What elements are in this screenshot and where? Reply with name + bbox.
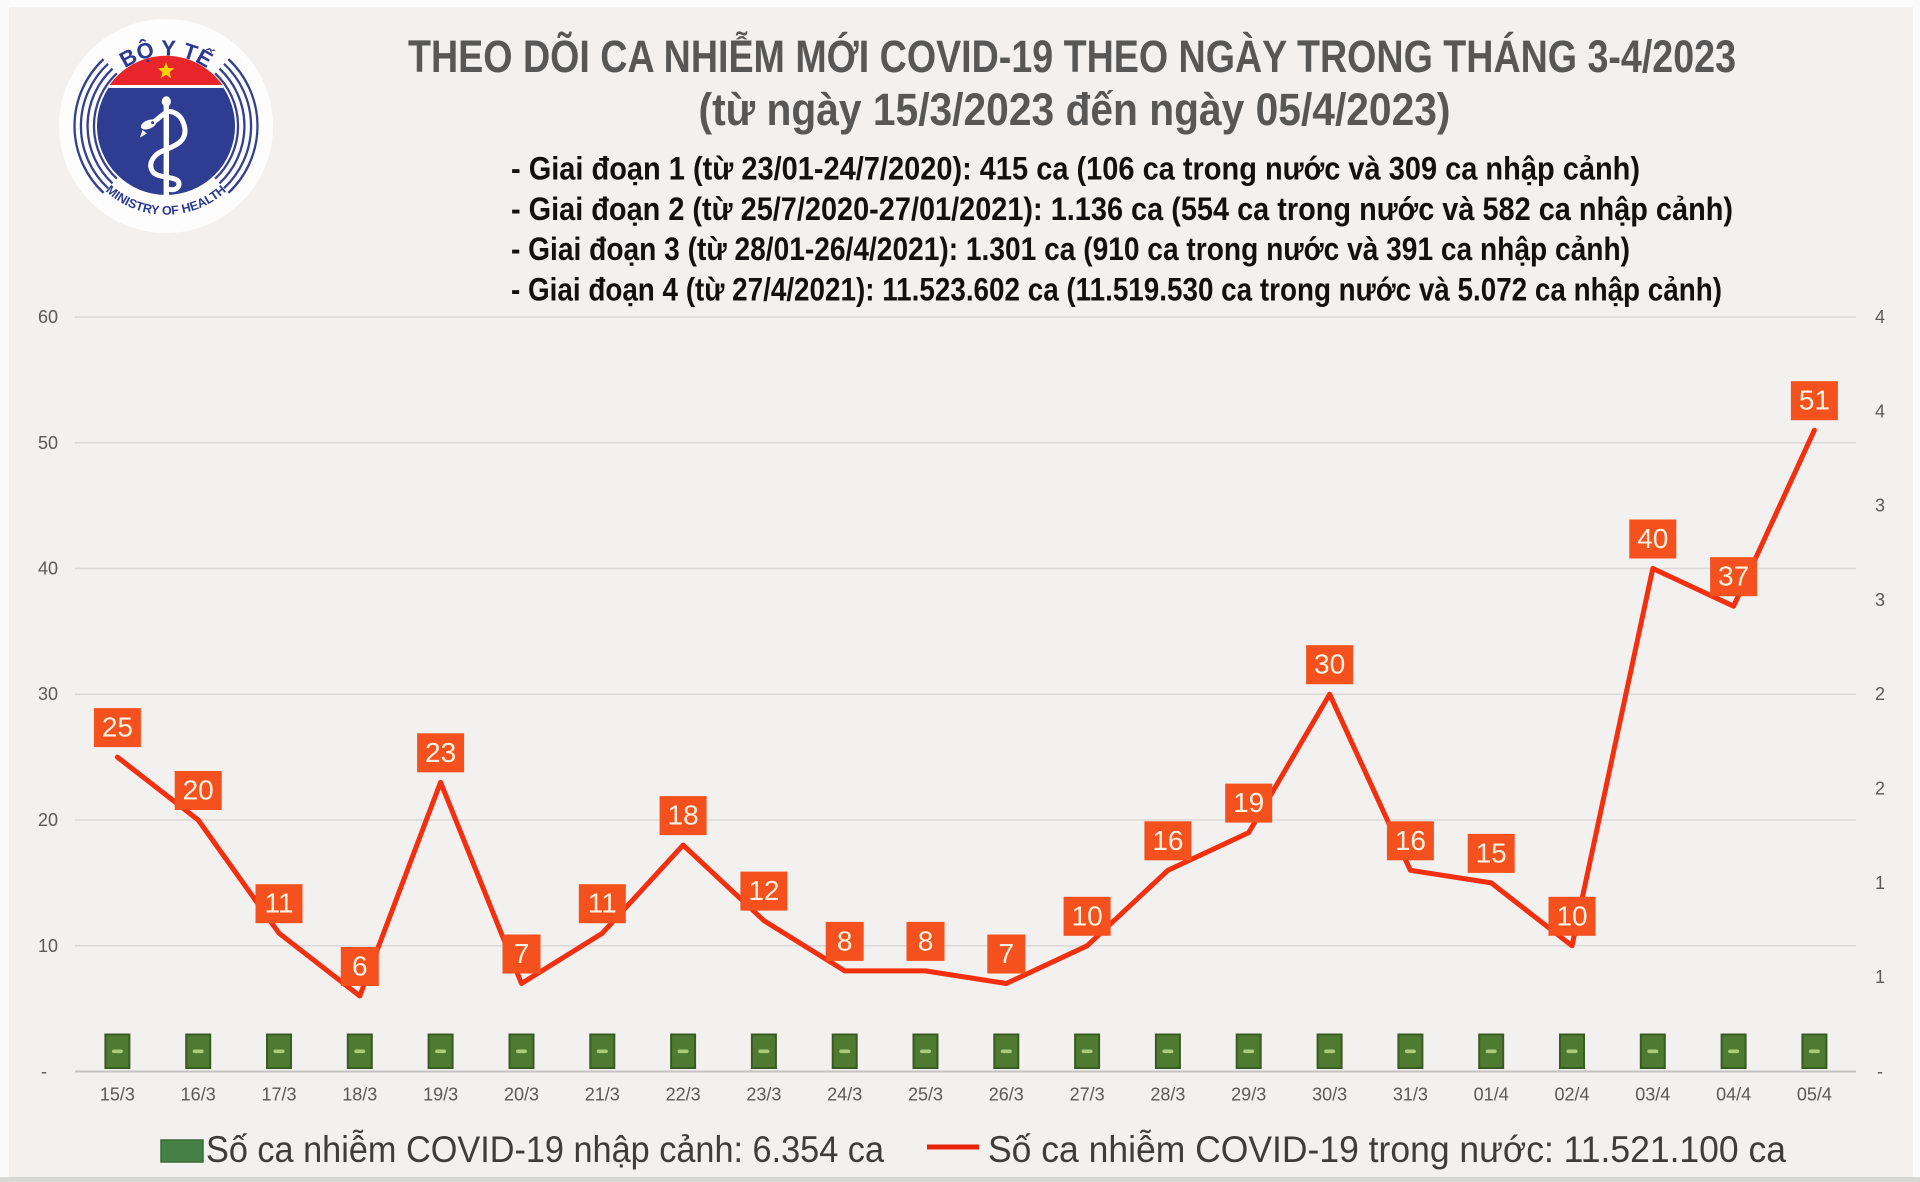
svg-text:4: 4 <box>1875 401 1885 421</box>
svg-text:11: 11 <box>588 888 617 919</box>
svg-text:10: 10 <box>1072 900 1103 931</box>
svg-text:11: 11 <box>264 888 293 919</box>
svg-text:7: 7 <box>999 938 1015 969</box>
svg-text:16: 16 <box>1152 825 1183 856</box>
svg-text:21/3: 21/3 <box>585 1085 620 1105</box>
svg-text:16/3: 16/3 <box>181 1085 216 1105</box>
svg-text:30: 30 <box>1314 649 1345 680</box>
svg-text:- Giai đoạn 3 (từ 28/01-26/4/2: - Giai đoạn 3 (từ 28/01-26/4/2021): 1.30… <box>511 231 1630 267</box>
svg-text:17/3: 17/3 <box>261 1085 296 1105</box>
svg-text:12: 12 <box>748 875 779 906</box>
svg-text:20: 20 <box>183 775 214 806</box>
svg-text:27/3: 27/3 <box>1070 1085 1105 1105</box>
svg-text:(từ ngày 15/3/2023 đến ngày 05: (từ ngày 15/3/2023 đến ngày 05/4/2023) <box>699 84 1451 135</box>
svg-text:25: 25 <box>102 712 133 743</box>
svg-text:8: 8 <box>918 925 934 956</box>
svg-text:23/3: 23/3 <box>746 1085 781 1105</box>
svg-text:01/4: 01/4 <box>1474 1085 1509 1105</box>
svg-text:2: 2 <box>1875 684 1885 704</box>
svg-text:25/3: 25/3 <box>908 1085 943 1105</box>
svg-text:THEO DÕI CA NHIỄM MỚI COVID-19: THEO DÕI CA NHIỄM MỚI COVID-19 THEO NGÀY… <box>408 31 1736 82</box>
svg-text:7: 7 <box>514 938 530 969</box>
svg-text:-: - <box>1877 1062 1883 1082</box>
svg-text:-: - <box>41 1062 47 1082</box>
svg-text:1: 1 <box>1875 967 1885 987</box>
svg-text:02/4: 02/4 <box>1554 1085 1589 1105</box>
svg-text:20/3: 20/3 <box>504 1085 539 1105</box>
svg-text:4: 4 <box>1875 307 1885 327</box>
svg-text:24/3: 24/3 <box>827 1085 862 1105</box>
svg-text:31/3: 31/3 <box>1393 1085 1428 1105</box>
svg-text:50: 50 <box>38 433 58 453</box>
svg-text:Số ca nhiễm COVID-19 trong nướ: Số ca nhiễm COVID-19 trong nước: 11.521.… <box>988 1129 1786 1170</box>
svg-text:10: 10 <box>38 936 58 956</box>
svg-text:30/3: 30/3 <box>1312 1085 1347 1105</box>
svg-text:37: 37 <box>1718 561 1749 592</box>
svg-text:22/3: 22/3 <box>666 1085 701 1105</box>
svg-text:05/4: 05/4 <box>1797 1085 1832 1105</box>
svg-text:03/4: 03/4 <box>1635 1085 1670 1105</box>
svg-text:8: 8 <box>837 925 853 956</box>
svg-text:19: 19 <box>1233 787 1264 818</box>
svg-text:15: 15 <box>1476 837 1507 868</box>
svg-text:20: 20 <box>38 810 58 830</box>
svg-text:04/4: 04/4 <box>1716 1085 1751 1105</box>
svg-text:51: 51 <box>1799 385 1830 416</box>
svg-text:26/3: 26/3 <box>989 1085 1024 1105</box>
svg-text:10: 10 <box>1556 900 1587 931</box>
svg-text:29/3: 29/3 <box>1231 1085 1266 1105</box>
svg-text:- Giai đoạn 1 (từ 23/01-24/7/2: - Giai đoạn 1 (từ 23/01-24/7/2020): 415 … <box>511 151 1640 187</box>
svg-text:15/3: 15/3 <box>100 1085 135 1105</box>
svg-text:3: 3 <box>1875 590 1885 610</box>
svg-text:6: 6 <box>352 951 368 982</box>
svg-text:30: 30 <box>38 684 58 704</box>
svg-text:Số ca nhiễm COVID-19 nhập cảnh: Số ca nhiễm COVID-19 nhập cảnh: 6.354 ca <box>206 1129 884 1170</box>
svg-text:- Giai đoạn 4 (từ 27/4/2021):: - Giai đoạn 4 (từ 27/4/2021): 11.523.602… <box>511 272 1722 308</box>
svg-text:18: 18 <box>668 800 699 831</box>
svg-text:16: 16 <box>1395 825 1426 856</box>
svg-text:19/3: 19/3 <box>423 1085 458 1105</box>
svg-text:- Giai đoạn 2 (từ 25/7/2020-27: - Giai đoạn 2 (từ 25/7/2020-27/01/2021):… <box>511 191 1733 227</box>
svg-text:23: 23 <box>425 737 456 768</box>
svg-text:1: 1 <box>1875 873 1885 893</box>
svg-text:40: 40 <box>38 559 58 579</box>
svg-text:18/3: 18/3 <box>342 1085 377 1105</box>
svg-text:60: 60 <box>38 307 58 327</box>
svg-text:40: 40 <box>1637 523 1668 554</box>
svg-text:3: 3 <box>1875 496 1885 516</box>
svg-text:28/3: 28/3 <box>1150 1085 1185 1105</box>
svg-text:2: 2 <box>1875 779 1885 799</box>
